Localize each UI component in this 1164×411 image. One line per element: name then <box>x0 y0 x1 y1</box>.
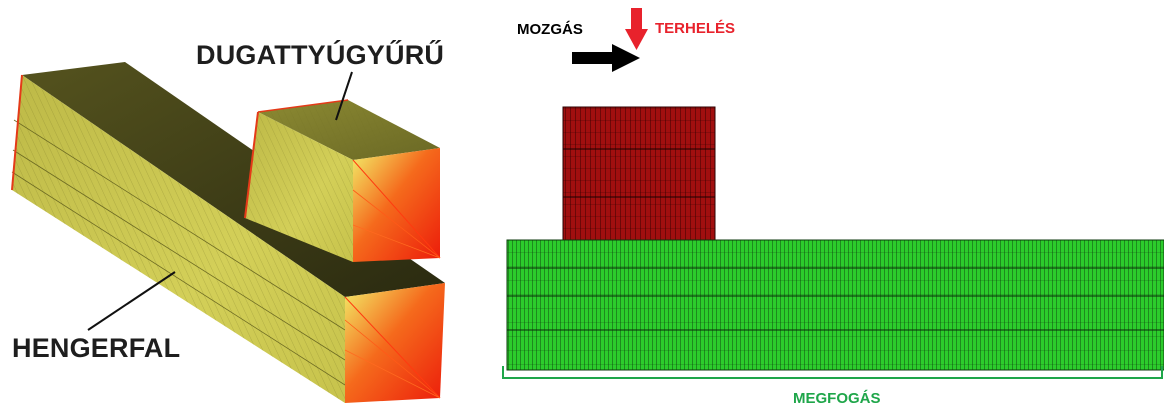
piston-ring-side-face <box>353 148 440 262</box>
2d-mesh-view <box>502 8 1164 379</box>
3d-model <box>11 62 445 403</box>
piston-ring-mesh <box>562 106 716 241</box>
fixture-bracket <box>502 366 1163 379</box>
cylinder-wall-leader-line <box>87 271 176 331</box>
load-label: TERHELÉS <box>655 20 736 37</box>
piston-ring-block <box>244 99 441 262</box>
piston-ring-label: DUGATTYÚGYŰRŰ <box>196 40 445 70</box>
cylinder-wall-label: HENGERFAL <box>12 333 181 363</box>
fixture-label: MEGFOGÁS <box>793 390 881 407</box>
piston-ring-leader-line <box>335 71 353 121</box>
arrow-down-icon <box>625 8 648 50</box>
cylinder-wall-end-face <box>345 283 445 403</box>
cylinder-wall-mesh <box>506 239 1164 371</box>
arrow-right-icon <box>572 44 640 72</box>
movement-label: MOZGÁS <box>517 21 583 38</box>
